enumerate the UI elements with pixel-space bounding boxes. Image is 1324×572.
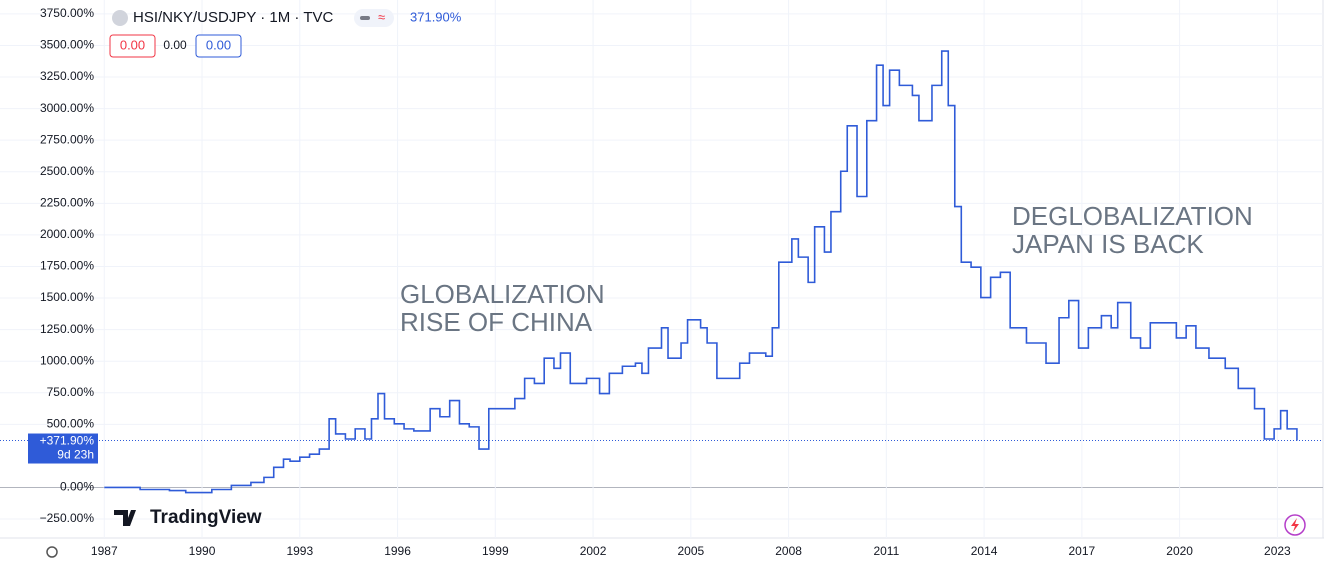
y-tick-label: 0.00% — [60, 480, 94, 494]
y-tick-label: 1500.00% — [40, 290, 94, 304]
y-tick-label: 3250.00% — [40, 69, 94, 83]
header-value: 371.90% — [410, 9, 462, 24]
y-tick-label: 1750.00% — [40, 259, 94, 273]
series-line — [104, 50, 1298, 494]
y-tick-label: 3750.00% — [40, 6, 94, 20]
x-tick-label: 2005 — [677, 544, 704, 558]
annotation: JAPAN IS BACK — [1012, 229, 1204, 259]
y-tick-label: 2750.00% — [40, 132, 94, 146]
last-price-box — [28, 433, 98, 464]
countdown: 9d 23h — [57, 448, 94, 462]
buy-button[interactable] — [195, 34, 242, 58]
x-tick-label: 2008 — [775, 544, 802, 558]
x-tick-label: 2020 — [1166, 544, 1193, 558]
x-tick-label: 1987 — [91, 544, 118, 558]
symbol-icon — [112, 10, 128, 26]
x-tick-label: 2011 — [873, 544, 899, 558]
x-tick-label: 1990 — [189, 544, 216, 558]
x-tick-label: 1996 — [384, 544, 411, 558]
spread: 0.00 — [163, 38, 187, 52]
last-price-label: +371.90% — [40, 434, 95, 448]
x-tick-label: 2023 — [1264, 544, 1291, 558]
y-tick-label: 3000.00% — [40, 101, 94, 115]
lightning-icon — [1291, 518, 1299, 532]
sell-price: 0.00 — [120, 37, 145, 52]
brand-logo — [114, 510, 136, 526]
y-tick-label: 2250.00% — [40, 196, 94, 210]
y-tick-label: −250.00% — [40, 511, 95, 525]
plot — [104, 50, 1298, 494]
y-tick-label: 2500.00% — [40, 164, 94, 178]
annotation: DEGLOBALIZATION — [1012, 201, 1253, 231]
symbol[interactable]: HSI/NKY/USDJPY · 1M · TVC — [133, 9, 333, 26]
annotation: GLOBALIZATION — [400, 279, 605, 309]
toggle-icon — [360, 16, 370, 20]
y-tick-label: 1250.00% — [40, 322, 94, 336]
toggle-icon: ≈ — [378, 9, 385, 24]
x-tick-label: 2017 — [1069, 544, 1096, 558]
grid — [0, 0, 1323, 538]
y-tick-label: 2000.00% — [40, 227, 94, 241]
brand: TradingView — [150, 507, 262, 528]
buy-price: 0.00 — [206, 37, 231, 52]
x-tick-label: 1999 — [482, 544, 509, 558]
lightning-button[interactable] — [1284, 514, 1306, 536]
sell-button[interactable] — [109, 34, 156, 58]
x-tick-label: 2014 — [971, 544, 998, 558]
y-tick-label: 750.00% — [47, 385, 95, 399]
x-tick-label: 2002 — [580, 544, 607, 558]
y-tick-label: 500.00% — [47, 417, 95, 431]
toggle[interactable] — [354, 9, 394, 27]
annotation: RISE OF CHINA — [400, 307, 593, 337]
x-tick-label: 1993 — [286, 544, 313, 558]
y-tick-label: 3500.00% — [40, 38, 94, 52]
settings-button[interactable] — [46, 546, 58, 558]
y-tick-label: 1000.00% — [40, 353, 94, 367]
